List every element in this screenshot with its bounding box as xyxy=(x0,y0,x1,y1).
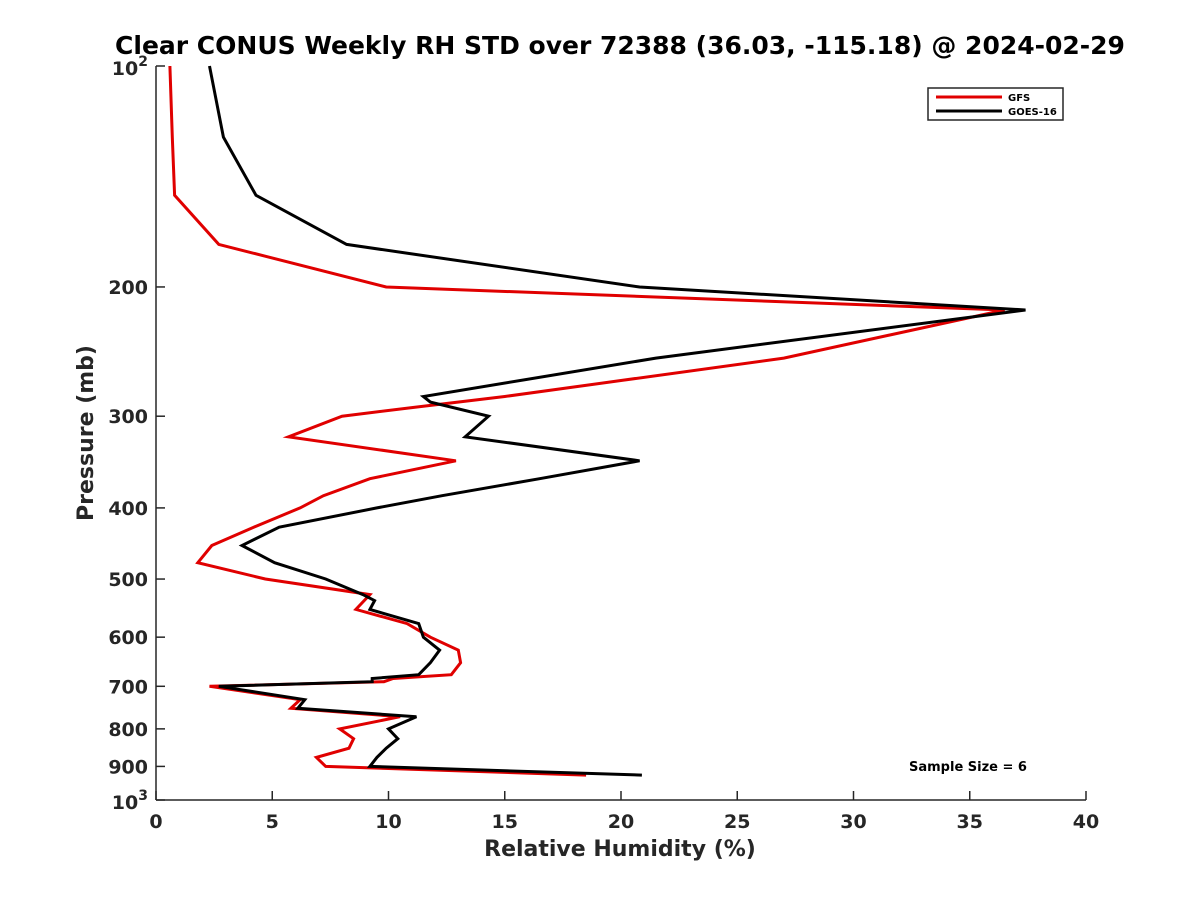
legend-entry: GOES-16 xyxy=(1008,107,1057,118)
x-axis-label: Relative Humidity (%) xyxy=(484,837,756,862)
y-tick-label: 200 xyxy=(108,277,148,299)
y-axis-label: Pressure (mb) xyxy=(74,345,99,521)
legend-entry: GFS xyxy=(1008,93,1030,104)
series-line-goes-16 xyxy=(208,65,1026,777)
x-tick-label: 15 xyxy=(492,811,518,833)
x-tick-label: 10 xyxy=(375,811,401,833)
x-tick-label: 5 xyxy=(266,811,279,833)
y-tick-label: 700 xyxy=(108,676,148,698)
y-tick-label: 103 xyxy=(112,788,148,814)
legend: GFS GOES-16 xyxy=(927,87,1064,121)
x-tick-label: 25 xyxy=(724,811,750,833)
chart-title: Clear CONUS Weekly RH STD over 72388 (36… xyxy=(115,31,1125,60)
y-tick-label: 300 xyxy=(108,406,148,428)
axes: 0 5 10 15 20 25 30 35 40 102 200 300 400 500 600 700 800… xyxy=(108,54,1099,833)
x-tick-label: 0 xyxy=(149,811,162,833)
y-tick-label: 400 xyxy=(108,498,148,520)
series-layer xyxy=(168,65,1026,777)
x-tick-label: 35 xyxy=(957,811,983,833)
x-tick-label: 40 xyxy=(1073,811,1099,833)
sample-size-annotation: Sample Size = 6 xyxy=(909,760,1027,775)
y-tick-label: 800 xyxy=(108,719,148,741)
x-tick-label: 20 xyxy=(608,811,634,833)
x-tick-label: 30 xyxy=(840,811,866,833)
legend-box xyxy=(927,87,1064,121)
y-tick-label: 900 xyxy=(108,756,148,778)
y-tick-label: 600 xyxy=(108,627,148,649)
y-tick-label: 500 xyxy=(108,569,148,591)
y-tick-label: 102 xyxy=(112,54,148,80)
